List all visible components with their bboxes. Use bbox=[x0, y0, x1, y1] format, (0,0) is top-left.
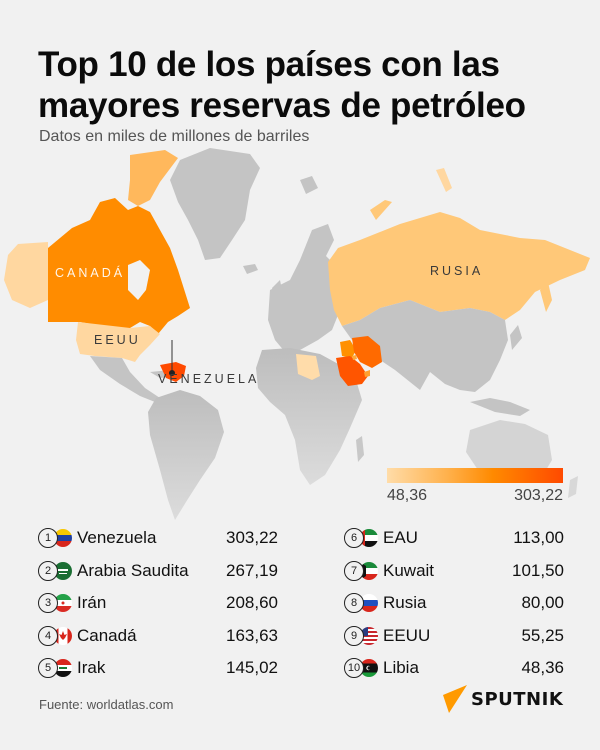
reserve-value: 48,36 bbox=[521, 658, 564, 678]
reserve-value: 303,22 bbox=[226, 528, 278, 548]
country-name: Irak bbox=[77, 658, 106, 678]
sputnik-logo-icon bbox=[443, 685, 467, 713]
rank-badge: 8 bbox=[344, 593, 364, 614]
usa-flag-icon bbox=[360, 626, 378, 645]
alaska-shape bbox=[4, 242, 48, 308]
reserve-value: 145,02 bbox=[226, 658, 278, 678]
reserve-value: 267,19 bbox=[226, 560, 278, 580]
country-name: Rusia bbox=[383, 593, 427, 613]
ranking-column-left: 1 Venezuela 303,22 2 Arabia Saudita 267,… bbox=[38, 522, 278, 685]
rank-badge: 9 bbox=[344, 625, 364, 646]
ranking-row: 10 Libia 48,36 bbox=[344, 652, 564, 685]
greenland-shape bbox=[170, 148, 260, 260]
page-subtitle: Datos en miles de millones de barriles bbox=[39, 128, 310, 145]
usa-shape bbox=[76, 322, 160, 362]
south-america-shape bbox=[148, 390, 224, 520]
ranking-row: 9 EEUU 55,25 bbox=[344, 620, 564, 653]
ranking-row: 7 Kuwait 101,50 bbox=[344, 555, 564, 588]
country-name: Kuwait bbox=[383, 560, 435, 580]
rank-badge: 3 bbox=[38, 593, 58, 614]
ranking-row: 8 Rusia 80,00 bbox=[344, 587, 564, 620]
source-note: Fuente: worldatlas.com bbox=[39, 697, 174, 712]
iraq-flag-icon bbox=[54, 659, 72, 678]
rank-badge: 7 bbox=[344, 560, 364, 581]
rank-badge: 2 bbox=[38, 560, 58, 581]
page-title: Top 10 de los países con las mayores res… bbox=[38, 45, 526, 125]
map-label-canada: CANADÁ bbox=[55, 266, 126, 280]
country-name: Libia bbox=[383, 658, 419, 678]
rank-badge: 1 bbox=[38, 528, 58, 549]
russia-shape bbox=[328, 212, 590, 326]
australia-shape bbox=[466, 420, 552, 482]
legend-max-label: 303,22 bbox=[514, 487, 563, 504]
ranking-row: 1 Venezuela 303,22 bbox=[38, 522, 278, 555]
ranking-row: 4 Canadá 163,63 bbox=[38, 620, 278, 653]
russia-flag-icon bbox=[360, 594, 378, 613]
country-name: EEUU bbox=[383, 625, 431, 645]
rank-badge: 4 bbox=[38, 625, 58, 646]
map-label-venezuela: VENEZUELA bbox=[158, 372, 260, 386]
reserve-value: 113,00 bbox=[513, 528, 564, 548]
color-scale-legend: 48,36 303,22 bbox=[387, 468, 563, 505]
reserve-value: 208,60 bbox=[226, 593, 278, 613]
ranking-row: 5 Irak 145,02 bbox=[38, 652, 278, 685]
libya-flag-icon bbox=[360, 659, 378, 678]
country-name: EAU bbox=[383, 528, 418, 548]
ranking-column-right: 6 EAU 113,00 7 Kuwait 101,50 8 Rusia 80,… bbox=[344, 522, 564, 685]
saudi-arabia-flag-icon bbox=[54, 561, 72, 580]
brand-name: SPUTNIK bbox=[471, 688, 564, 710]
saudi-arabia-shape bbox=[336, 356, 368, 386]
country-name: Irán bbox=[77, 593, 107, 613]
map-label-russia: RUSIA bbox=[430, 264, 484, 278]
canada-shape bbox=[48, 198, 190, 334]
iran-flag-icon bbox=[54, 594, 72, 613]
map-label-usa: EEUU bbox=[94, 333, 141, 347]
europe-shape bbox=[268, 248, 340, 352]
rank-badge: 10 bbox=[344, 658, 364, 679]
country-name: Venezuela bbox=[77, 528, 157, 548]
country-name: Canadá bbox=[77, 625, 137, 645]
rank-badge: 6 bbox=[344, 528, 364, 549]
kuwait-shape bbox=[352, 355, 357, 360]
iran-shape bbox=[352, 336, 382, 368]
reserve-value: 163,63 bbox=[226, 625, 278, 645]
rank-badge: 5 bbox=[38, 658, 58, 679]
legend-min-label: 48,36 bbox=[387, 487, 428, 504]
venezuela-flag-icon bbox=[54, 529, 72, 548]
uae-shape bbox=[364, 370, 370, 377]
iraq-shape bbox=[340, 340, 356, 358]
mexico-shape bbox=[90, 356, 160, 402]
ranking-row: 6 EAU 113,00 bbox=[344, 522, 564, 555]
africa-shape bbox=[256, 348, 362, 485]
sputnik-logo: SPUTNIK bbox=[443, 685, 563, 713]
libya-shape bbox=[296, 354, 320, 380]
world-map: CANADÁ EEUU VENEZUELA RUSIA bbox=[0, 140, 600, 520]
ranking-row: 2 Arabia Saudita 267,19 bbox=[38, 555, 278, 588]
asia-shape bbox=[342, 300, 508, 392]
reserve-value: 101,50 bbox=[512, 560, 564, 580]
ranking-row: 3 Irán 208,60 bbox=[38, 587, 278, 620]
legend-gradient-bar bbox=[387, 468, 563, 483]
reserve-value: 55,25 bbox=[521, 625, 564, 645]
country-name: Arabia Saudita bbox=[77, 560, 189, 580]
arctic-islands-shape bbox=[128, 150, 178, 206]
reserve-value: 80,00 bbox=[521, 593, 564, 613]
